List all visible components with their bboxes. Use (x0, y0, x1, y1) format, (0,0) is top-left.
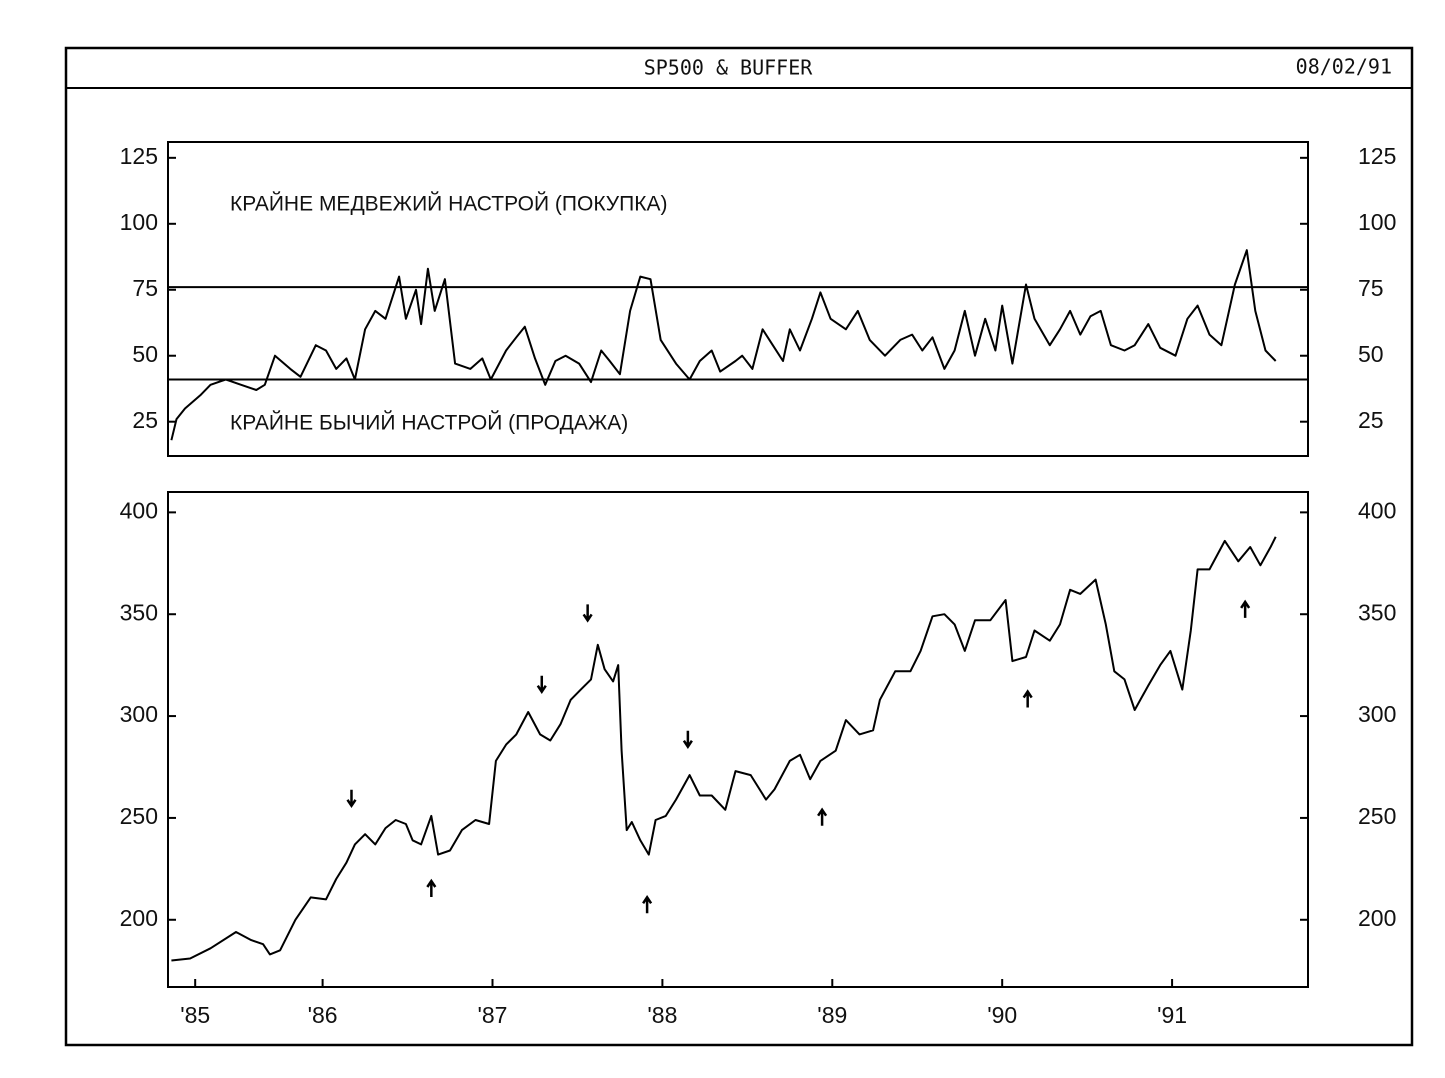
signal-arrow-up (1022, 689, 1033, 708)
y-tick-label-right: 250 (1358, 803, 1396, 829)
signal-arrow-up (1240, 599, 1251, 618)
y-tick-label-right: 25 (1358, 407, 1384, 433)
y-tick-label: 75 (132, 275, 158, 301)
y-tick-label-right: 400 (1358, 497, 1396, 523)
signal-arrow-down (582, 604, 593, 623)
y-tick-label: 50 (132, 341, 158, 367)
y-tick-label-right: 200 (1358, 905, 1396, 931)
x-tick-label: '86 (308, 1002, 338, 1028)
y-tick-label: 25 (132, 407, 158, 433)
y-tick-label-right: 125 (1358, 143, 1396, 169)
y-tick-label: 250 (120, 803, 158, 829)
y-tick-label-right: 50 (1358, 341, 1384, 367)
data-line (170, 249, 1277, 441)
signal-arrow-down (536, 675, 547, 694)
date: 08/02/91 (1296, 55, 1392, 79)
chart-title: SP500 & BUFFER (644, 56, 814, 80)
y-tick-label-right: 350 (1358, 599, 1396, 625)
annotation: КРАЙНЕ МЕДВЕЖИЙ НАСТРОЙ (ПОКУПКА) (230, 192, 667, 216)
y-tick-label: 350 (120, 599, 158, 625)
y-tick-label: 400 (120, 497, 158, 523)
annotation: КРАЙНЕ БЫЧИЙ НАСТРОЙ (ПРОДАЖА) (230, 411, 628, 435)
plot-area (167, 491, 1309, 988)
y-tick-label: 300 (120, 701, 158, 727)
signal-arrow-down (346, 789, 357, 809)
y-tick-label-right: 75 (1358, 275, 1384, 301)
signal-arrow-down (682, 730, 693, 749)
signal-arrow-up (426, 878, 437, 897)
signal-arrow-up (642, 895, 653, 914)
x-tick-label: '91 (1157, 1002, 1187, 1028)
x-tick-label: '87 (478, 1002, 508, 1028)
y-tick-label-right: 100 (1358, 209, 1396, 235)
y-tick-label: 200 (120, 905, 158, 931)
data-line (171, 536, 1277, 962)
y-tick-label: 125 (120, 143, 158, 169)
x-tick-label: '90 (987, 1002, 1017, 1028)
frame (64, 46, 1414, 1047)
x-tick-label: '85 (180, 1002, 210, 1028)
y-tick-label: 100 (120, 209, 158, 235)
plot-area (167, 141, 1309, 457)
signal-arrow-up (817, 807, 828, 826)
x-tick-label: '88 (647, 1002, 677, 1028)
x-tick-label: '89 (817, 1002, 847, 1028)
y-tick-label-right: 300 (1358, 701, 1396, 727)
